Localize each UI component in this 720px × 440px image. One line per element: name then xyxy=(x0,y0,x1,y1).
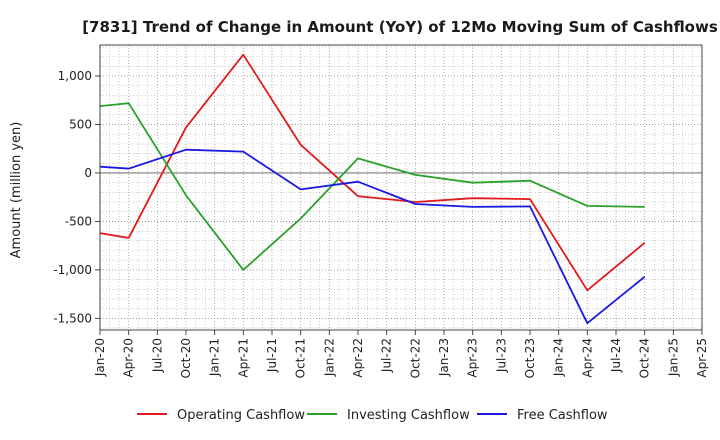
series-line-operating-cashflow xyxy=(99,53,646,292)
x-tick-label: Jan-24 xyxy=(552,338,566,377)
x-tick-label: Apr-24 xyxy=(580,338,594,378)
x-tick-label: Jul-21 xyxy=(265,338,279,373)
x-tick-label: Apr-22 xyxy=(351,338,365,378)
y-tick-label: 0 xyxy=(84,166,92,180)
x-tick-label: Jul-24 xyxy=(609,338,623,373)
x-tick-label: Oct-22 xyxy=(408,338,422,378)
grid-lines xyxy=(99,45,703,330)
x-tick-label: Jan-22 xyxy=(322,338,336,377)
x-tick-label: Oct-21 xyxy=(294,338,308,378)
x-tick-label: Apr-21 xyxy=(236,338,250,378)
plot-border xyxy=(99,44,703,331)
x-tick-label: Jul-23 xyxy=(494,338,508,373)
x-tick-label: Oct-20 xyxy=(179,338,193,378)
legend: Operating Cashflow Investing Cashflow Free… xyxy=(137,408,608,423)
legend-label: Free Cashflow xyxy=(517,408,608,423)
x-tick-labels: Jan-20 Apr-20 Jul-20 Oct-20 Jan-21 Apr-21 Jul-… xyxy=(93,330,709,378)
x-tick-label: Jan-20 xyxy=(93,338,107,377)
series-line-free-cashflow xyxy=(99,148,646,325)
x-tick-label: Apr-23 xyxy=(466,338,480,378)
series-lines xyxy=(99,53,646,325)
x-tick-label: Oct-24 xyxy=(638,338,652,378)
x-tick-label: Oct-23 xyxy=(523,338,537,378)
y-tick-label: 1,000 xyxy=(58,69,92,83)
legend-label: Operating Cashflow xyxy=(177,408,305,423)
series-line-investing-cashflow xyxy=(99,102,645,271)
y-tick-label: 500 xyxy=(69,117,92,131)
y-tick-labels: 1,000 500 0 -500 -1,000 -1,500 xyxy=(53,69,100,325)
chart-title: [7831] Trend of Change in Amount (YoY) o… xyxy=(82,18,718,36)
x-tick-label: Jan-23 xyxy=(437,338,451,377)
x-tick-label: Jan-21 xyxy=(208,338,222,377)
x-tick-label: Jul-20 xyxy=(150,338,164,373)
x-tick-label: Jul-22 xyxy=(380,338,394,373)
x-tick-label: Apr-25 xyxy=(695,338,709,378)
y-tick-label: -1,500 xyxy=(53,311,92,325)
x-tick-label: Apr-20 xyxy=(122,338,136,378)
legend-label: Investing Cashflow xyxy=(347,408,470,423)
x-tick-label: Jan-25 xyxy=(666,338,680,377)
y-tick-label: -1,000 xyxy=(53,263,92,277)
plot-frame xyxy=(99,44,703,331)
y-axis-label: Amount (million yen) xyxy=(9,122,24,259)
y-tick-label: -500 xyxy=(65,214,92,228)
